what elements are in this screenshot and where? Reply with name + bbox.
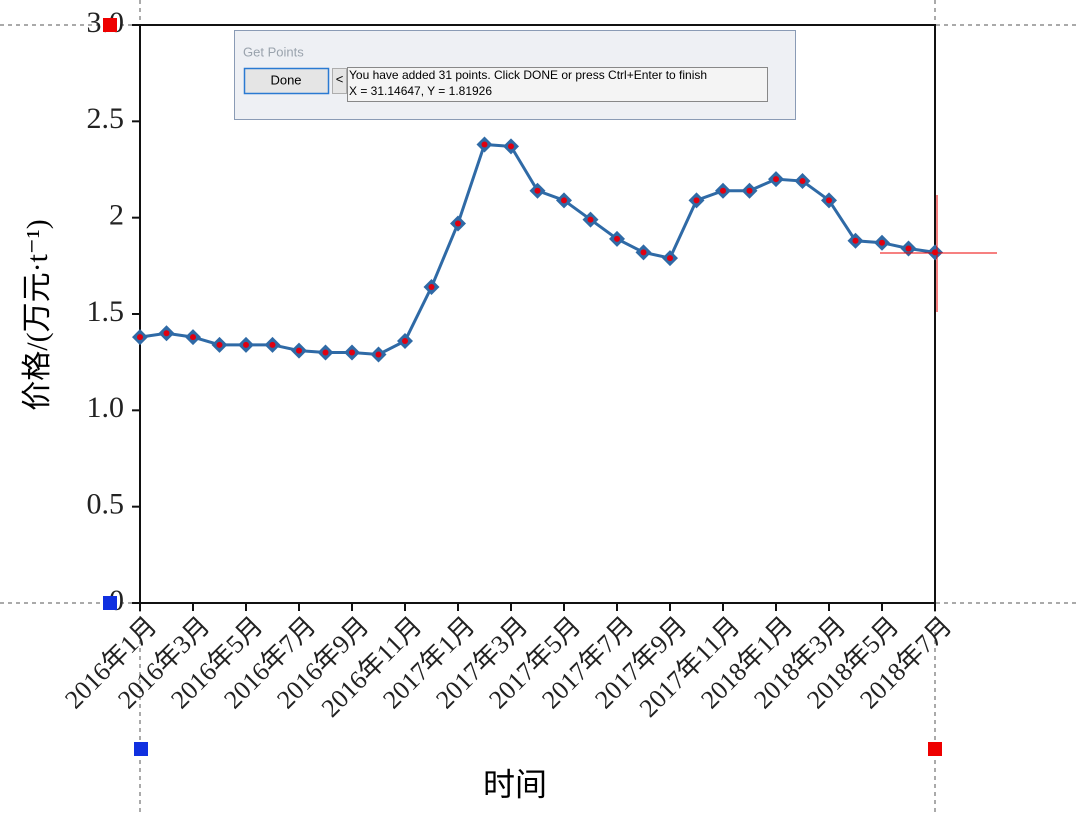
- back-button-box[interactable]: [332, 68, 347, 94]
- digitized-point: [428, 284, 435, 291]
- series-line: [139, 142, 936, 356]
- y-tick-label: 0.5: [87, 488, 125, 521]
- digitized-point: [190, 334, 196, 341]
- y-tick-label: 1.5: [87, 295, 125, 328]
- digitized-point: [455, 220, 461, 227]
- digitized-point: [826, 197, 832, 204]
- y-tick-label: 2.5: [87, 102, 125, 135]
- digitized-point: [879, 239, 885, 246]
- digitized-point: [561, 197, 567, 204]
- digitized-point: [905, 245, 912, 252]
- dialog-message: You have added 31 points. Click DONE or …: [349, 68, 707, 82]
- done-button-label[interactable]: Done: [270, 72, 301, 87]
- digitized-point: [137, 334, 143, 341]
- digitized-point: [799, 178, 806, 185]
- digitized-point: [349, 349, 355, 356]
- digitized-point: [216, 341, 223, 348]
- marker-x-right: [928, 742, 942, 756]
- digitized-point: [640, 249, 647, 256]
- marker-y-top: [103, 18, 117, 32]
- digitized-point: [773, 176, 779, 183]
- cursor-cross: [880, 195, 997, 312]
- y-axis-label: 价格/(万元·t⁻¹): [21, 219, 54, 410]
- dialog-coordinates: X = 31.14647, Y = 1.81926: [349, 84, 492, 98]
- digitized-point: [508, 143, 514, 150]
- digitized-point: [667, 255, 673, 262]
- digitized-point: [481, 141, 488, 148]
- digitized-point: [322, 349, 329, 356]
- digitized-point: [375, 351, 382, 358]
- y-tick-label: 2: [109, 199, 124, 232]
- back-button-label[interactable]: <: [336, 71, 344, 86]
- digitized-point: [296, 347, 302, 354]
- get-points-dialog: Get Points Done < You have added 31 poin…: [234, 30, 796, 120]
- marker-y-bottom: [103, 596, 117, 610]
- message-box: [347, 67, 768, 102]
- dialog-title: Get Points: [243, 44, 304, 59]
- digitized-point: [614, 235, 620, 242]
- digitized-point: [163, 330, 170, 337]
- digitized-point: [243, 341, 249, 348]
- digitized-point: [693, 197, 700, 204]
- done-button[interactable]: Done: [243, 67, 330, 95]
- marker-x-left: [134, 742, 148, 756]
- digitized-point: [534, 187, 541, 194]
- back-button[interactable]: <: [332, 68, 347, 94]
- digitized-point: [852, 237, 859, 244]
- done-button-box[interactable]: [243, 67, 330, 95]
- digitized-point: [402, 337, 408, 344]
- y-tick-label: 1.0: [87, 391, 125, 424]
- digitized-point: [587, 216, 594, 223]
- digitized-point: [746, 187, 753, 194]
- digitized-point: [720, 187, 726, 194]
- digitized-point: [269, 341, 276, 348]
- x-axis-label: 时间: [483, 766, 547, 802]
